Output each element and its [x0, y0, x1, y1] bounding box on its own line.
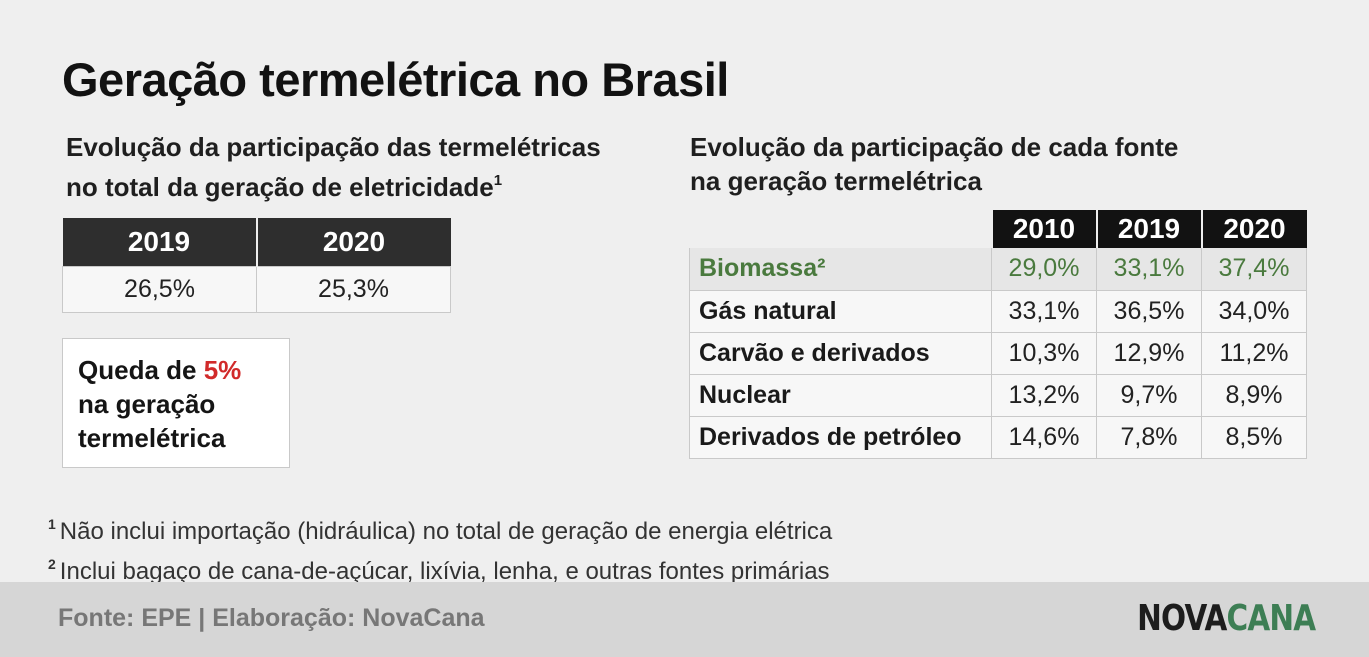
table-row: Biomassa² 29,0% 33,1% 37,4%	[689, 248, 1307, 291]
table-row: Nuclear 13,2% 9,7% 8,9%	[689, 373, 1307, 417]
corner-cell	[690, 210, 992, 248]
footnote: 1 Não inclui importação (hidráulica) no t…	[48, 508, 832, 548]
source-table: 2010 2019 2020 Biomassa² 29,0% 33,1% 37,…	[689, 210, 1307, 459]
table-cell: 37,4%	[1201, 248, 1307, 291]
footnote-mark: 1	[493, 172, 503, 189]
right-subtitle-line2: na geração termelétrica	[690, 166, 982, 196]
row-label: Nuclear	[689, 373, 992, 417]
table-cell: 36,5%	[1096, 289, 1202, 333]
row-label: Derivados de petróleo	[689, 415, 992, 459]
table-cell: 11,2%	[1201, 331, 1307, 375]
footnote-mark: ²	[817, 254, 826, 283]
callout-line3: termelétrica	[78, 423, 226, 453]
share-table: 2019 2020 26,5% 25,3%	[62, 218, 451, 313]
year-header: 2020	[1200, 210, 1307, 248]
footnote-mark: 1	[48, 516, 56, 532]
table-cell: 8,9%	[1201, 373, 1307, 417]
footnote-text: Não inclui importação (hidráulica) no to…	[59, 518, 833, 545]
callout-highlight: 5%	[203, 355, 242, 385]
table-cell: 13,2%	[991, 373, 1097, 417]
source-credit: Fonte: EPE | Elaboração: NovaCana	[58, 604, 485, 632]
page-title: Geração termelétrica no Brasil	[62, 53, 729, 106]
table-row: Gás natural 33,1% 36,5% 34,0%	[689, 289, 1307, 333]
left-subtitle-line1: Evolução da participação das termelétric…	[66, 132, 601, 162]
table-row: Carvão e derivados 10,3% 12,9% 11,2%	[689, 331, 1307, 375]
drop-callout: Queda de 5% na geração termelétrica	[62, 338, 290, 468]
table-cell: 7,8%	[1096, 415, 1202, 459]
right-subtitle: Evolução da participação de cada fonte n…	[690, 130, 1178, 198]
share-cell: 25,3%	[256, 265, 451, 313]
table-cell: 33,1%	[991, 289, 1097, 333]
table-cell: 8,5%	[1201, 415, 1307, 459]
year-header: 2019	[1095, 210, 1202, 248]
table-row: Derivados de petróleo 14,6% 7,8% 8,5%	[689, 415, 1307, 459]
footnote: 2 Inclui bagaço de cana-de-açúcar, lixívi…	[48, 548, 832, 588]
table-cell: 34,0%	[1201, 289, 1307, 333]
table-cell: 12,9%	[1096, 331, 1202, 375]
row-label: Gás natural	[689, 289, 992, 333]
table-cell: 10,3%	[991, 331, 1097, 375]
row-label: Biomassa²	[689, 248, 992, 291]
year-header: 2019	[62, 218, 258, 266]
footnote-text: Inclui bagaço de cana-de-açúcar, lixívia…	[59, 558, 830, 585]
footnote-mark: 2	[48, 556, 56, 572]
row-label: Carvão e derivados	[689, 331, 992, 375]
share-cell: 26,5%	[62, 265, 257, 313]
year-header: 2020	[256, 218, 451, 266]
novacana-logo: NOVACANA	[1136, 598, 1316, 639]
table-cell: 29,0%	[991, 248, 1097, 291]
callout-line2: na geração	[78, 389, 216, 419]
footnotes: 1 Não inclui importação (hidráulica) no t…	[48, 508, 832, 588]
table-cell: 9,7%	[1096, 373, 1202, 417]
left-subtitle: Evolução da participação das termelétric…	[66, 130, 601, 204]
footer-bar: Fonte: EPE | Elaboração: NovaCana NOVACA…	[0, 582, 1369, 657]
left-subtitle-line2: no total da geração de eletricidade	[66, 172, 494, 202]
table-cell: 33,1%	[1096, 248, 1202, 291]
table-cell: 14,6%	[991, 415, 1097, 459]
right-subtitle-line1: Evolução da participação de cada fonte	[690, 132, 1179, 162]
callout-prefix: Queda de	[78, 355, 204, 385]
year-header: 2010	[990, 210, 1097, 248]
